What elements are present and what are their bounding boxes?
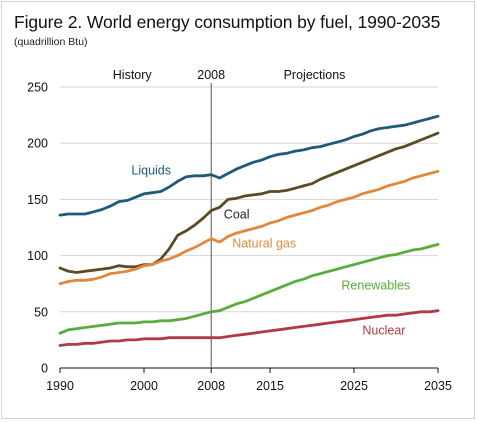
projections-label: Projections [284, 68, 346, 82]
series-label-coal: Coal [224, 208, 250, 222]
y-axis-ticks: 0 50 100 150 200 250 [27, 81, 48, 376]
y-tick-label-0: 0 [41, 362, 48, 376]
gridlines [60, 86, 438, 313]
divider-year-label: 2008 [197, 68, 225, 82]
series-line-liquids [58, 114, 440, 217]
chart-subtitle: (quadrillion Btu) [14, 36, 88, 48]
series-labels: Liquids Coal Natural gas Renewables Nuclear [131, 164, 410, 338]
y-tick-label-250: 250 [27, 81, 48, 95]
x-tick-label-2025: 2025 [340, 379, 368, 393]
series-label-natural-gas: Natural gas [232, 237, 296, 251]
annotations: History 2008 Projections [113, 68, 346, 82]
x-tick-label-2015: 2015 [256, 379, 284, 393]
series-line-renewables [58, 243, 440, 335]
series-label-liquids: Liquids [131, 164, 171, 178]
chart-title: Figure 2. World energy consumption by fu… [14, 12, 441, 32]
series-label-nuclear: Nuclear [362, 323, 405, 337]
series-line-nuclear [58, 309, 440, 347]
history-label: History [113, 68, 153, 82]
series-label-renewables: Renewables [341, 278, 410, 292]
y-tick-label-150: 150 [27, 193, 48, 207]
series-line-coal [58, 131, 440, 274]
x-tick-label-2008: 2008 [197, 379, 225, 393]
series-lines [58, 114, 440, 347]
x-tick-label-2000: 2000 [130, 379, 158, 393]
x-tick-label-1990: 1990 [46, 379, 74, 393]
y-tick-label-100: 100 [27, 249, 48, 263]
x-axis-ticks: 1990 2000 2008 2015 2025 2035 [46, 367, 452, 393]
x-tick-label-2035: 2035 [424, 379, 452, 393]
y-tick-label-50: 50 [34, 305, 48, 319]
y-tick-label-200: 200 [27, 137, 48, 151]
series-line-natural-gas [58, 169, 440, 286]
